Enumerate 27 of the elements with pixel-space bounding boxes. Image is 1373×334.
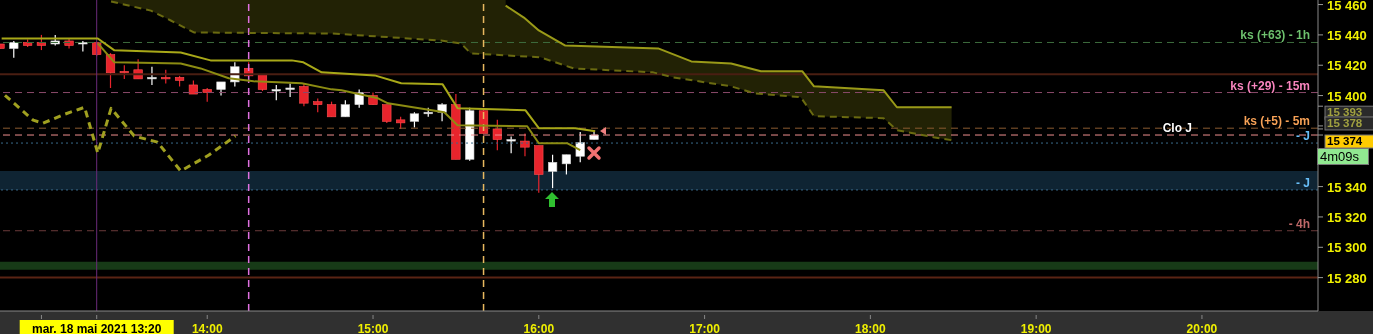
y-tick-label: 15 400 [1327, 88, 1367, 104]
y-tick-label: 15 280 [1327, 270, 1367, 286]
x-tick-label: 14:00 [191, 322, 223, 334]
text: 4m09s [1317, 148, 1369, 166]
ref-line-label: ks (+29) - 15m [1230, 78, 1310, 93]
y-tick-label: 15 440 [1327, 27, 1367, 43]
x-tick-label: 16:00 [523, 322, 555, 334]
y-tick-label: 15 320 [1327, 209, 1367, 225]
x-tick-label: 19:00 [1020, 322, 1052, 334]
x-tick-label: mar. 18 mai 2021 13:20 [31, 322, 162, 334]
ref-line-label: ks (+63) - 1h [1240, 28, 1310, 43]
ref-line-label: ks (+5) - 5m [1243, 114, 1310, 129]
y-tick-label: 15 374 [1327, 135, 1363, 148]
y-tick-label: 15 460 [1327, 0, 1367, 13]
y-tick-label: 15 378 [1327, 116, 1363, 129]
x-tick-label: 20:00 [1186, 322, 1218, 334]
x-tick-label: 17:00 [689, 322, 721, 334]
ref-line-label: - 4h [1288, 216, 1310, 231]
y-tick-label: 15 340 [1327, 179, 1367, 195]
x-tick-label: 18:00 [855, 322, 887, 334]
x-tick-label: 15:00 [357, 322, 389, 334]
ref-line-label: - J [1295, 175, 1310, 190]
ref-line-label: - J [1295, 129, 1310, 144]
y-tick-label: 15 420 [1327, 58, 1367, 74]
y-tick-label: 15 300 [1327, 240, 1367, 256]
y-tick-label: 15 393 [1327, 106, 1363, 119]
ref-line-label: Clo J [1162, 121, 1192, 136]
